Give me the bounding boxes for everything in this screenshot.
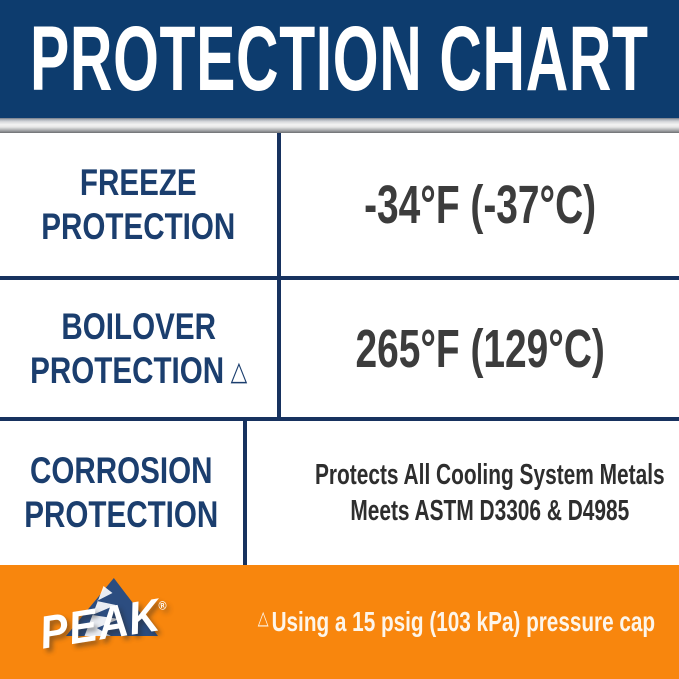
peak-logo: PEAK® bbox=[35, 574, 188, 670]
boilover-label: BOILOVER PROTECTION △ bbox=[29, 305, 248, 391]
footnote-delta-icon: △ bbox=[257, 608, 269, 629]
metallic-divider bbox=[0, 118, 679, 133]
boilover-label-cell: BOILOVER PROTECTION △ bbox=[0, 280, 281, 417]
corrosion-label: CORROSION PROTECTION bbox=[24, 450, 219, 535]
table-row-corrosion: CORROSION PROTECTION Protects All Coolin… bbox=[0, 417, 679, 565]
corrosion-value-cell: Protects All Cooling System Metals Meets… bbox=[247, 421, 679, 565]
brand-wordmark: PEAK® bbox=[35, 588, 169, 659]
corrosion-value: Protects All Cooling System Metals Meets… bbox=[314, 458, 665, 527]
registered-trademark-icon: ® bbox=[157, 597, 169, 613]
freeze-label-cell: FREEZE PROTECTION bbox=[0, 133, 281, 276]
freeze-label: FREEZE PROTECTION bbox=[41, 161, 236, 247]
footnote-text: Using a 15 psig (103 kPa) pressure cap bbox=[271, 606, 656, 637]
table-row-boilover: BOILOVER PROTECTION △ 265°F (129°C) bbox=[0, 276, 679, 417]
protection-table: FREEZE PROTECTION -34°F (-37°C) BOILOVER… bbox=[0, 133, 679, 565]
boilover-value-cell: 265°F (129°C) bbox=[281, 280, 679, 417]
page-title: PROTECTION CHART bbox=[30, 7, 649, 110]
freeze-value-cell: -34°F (-37°C) bbox=[281, 133, 679, 276]
table-row-freeze: FREEZE PROTECTION -34°F (-37°C) bbox=[0, 133, 679, 276]
corrosion-label-cell: CORROSION PROTECTION bbox=[0, 421, 247, 565]
footer-banner: PEAK® △ Using a 15 psig (103 kPa) pressur… bbox=[0, 565, 679, 679]
footnote-delta-icon: △ bbox=[230, 355, 248, 386]
boilover-value: 265°F (129°C) bbox=[355, 318, 605, 379]
header-banner: PROTECTION CHART bbox=[0, 0, 679, 118]
footnote: △ Using a 15 psig (103 kPa) pressure cap bbox=[188, 606, 679, 638]
freeze-value: -34°F (-37°C) bbox=[363, 174, 596, 235]
